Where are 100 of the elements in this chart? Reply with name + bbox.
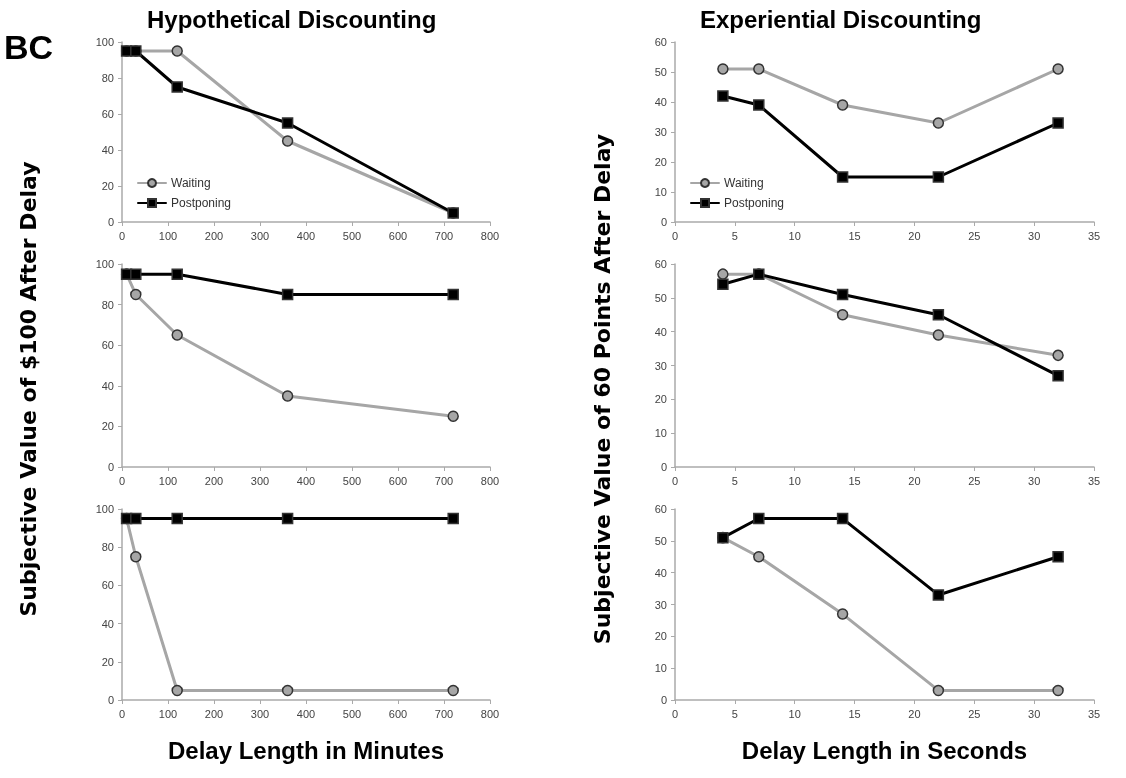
point (932, 171, 945, 183)
point (753, 63, 765, 75)
point (171, 45, 183, 57)
legend-label: Waiting (724, 176, 764, 190)
point (836, 608, 849, 620)
y-tick-label: 60 (101, 108, 114, 120)
y-tick-label: 50 (654, 66, 667, 78)
x-tick-label: 200 (204, 707, 224, 720)
point (1052, 117, 1064, 129)
x-tick-label: 100 (158, 229, 178, 242)
y-tick-label: 30 (654, 359, 667, 372)
x-tick-label: 35 (1087, 707, 1101, 720)
x-tick-label: 30 (1028, 229, 1041, 242)
point (281, 288, 294, 301)
point (932, 329, 945, 341)
point (171, 512, 183, 525)
x-tick-label: 200 (204, 474, 224, 487)
x-tick-label: 300 (250, 707, 270, 720)
point (447, 288, 459, 301)
y-tick-label: 40 (654, 96, 667, 108)
legend-label: Postponing (724, 196, 785, 210)
y-tick-label: 30 (654, 126, 667, 138)
x-tick-label: 400 (296, 474, 316, 487)
text: BC (4, 28, 54, 66)
y-tick-label: 0 (660, 461, 667, 473)
point (130, 551, 142, 563)
y-tick-label: 20 (654, 156, 667, 168)
chart-title: Hypothetical Discounting (147, 5, 437, 33)
y-tick-label: 100 (95, 503, 114, 515)
point (281, 117, 294, 129)
point (281, 684, 294, 697)
point (281, 390, 294, 402)
x-tick-label: 20 (908, 229, 921, 242)
y-tick-label: 40 (101, 617, 114, 630)
y-tick-label: 60 (101, 339, 114, 352)
x-tick-label: 25 (968, 707, 981, 720)
y-tick-label: 100 (95, 258, 114, 270)
point (932, 117, 945, 129)
point (717, 90, 729, 102)
y-tick-label: 0 (107, 216, 114, 228)
y-tick-label: 0 (660, 694, 667, 706)
x-tick-label: 25 (968, 229, 981, 242)
y-tick-label: 50 (654, 291, 667, 304)
point (753, 551, 765, 563)
point (836, 512, 849, 525)
y-tick-label: 20 (101, 420, 114, 433)
x-axis-title: Delay Length in Minutes (167, 736, 445, 764)
x-tick-label: 600 (388, 707, 408, 720)
x-tick-label: 5 (731, 707, 738, 720)
x-tick-label: 500 (342, 707, 362, 720)
x-tick-label: 15 (848, 707, 861, 720)
x-tick-label: 700 (434, 707, 454, 720)
x-axis-title: Delay Length in Seconds (741, 736, 1028, 764)
point (171, 329, 183, 341)
point (932, 589, 945, 601)
y-tick-label: 40 (101, 144, 114, 156)
y-tick-label: 30 (654, 598, 667, 611)
point (836, 309, 849, 321)
x-tick-label: 0 (118, 707, 126, 720)
y-tick-label: 60 (101, 579, 114, 592)
y-tick-label: 40 (654, 325, 667, 338)
y-tick-label: 50 (654, 534, 667, 547)
legend-label: Waiting (171, 176, 211, 190)
x-tick-label: 30 (1028, 707, 1041, 720)
point (447, 684, 459, 697)
x-tick-label: 800 (480, 707, 500, 720)
x-tick-label: 100 (158, 707, 178, 720)
x-tick-label: 0 (671, 229, 679, 242)
x-tick-label: 800 (480, 474, 500, 487)
x-tick-label: 20 (908, 707, 921, 720)
x-tick-label: 35 (1087, 229, 1101, 242)
point (717, 268, 729, 280)
x-tick-label: 500 (342, 474, 362, 487)
point (281, 135, 294, 147)
point (1052, 369, 1064, 382)
point (932, 309, 945, 321)
y-tick-label: 80 (101, 72, 114, 84)
x-tick-label: 700 (434, 474, 454, 487)
y-tick-label: 20 (101, 655, 114, 668)
point (1052, 684, 1064, 697)
point (447, 512, 459, 525)
x-tick-label: 0 (671, 474, 679, 487)
x-tick-label: 10 (788, 474, 801, 487)
y-tick-label: 20 (101, 180, 114, 192)
point (1052, 551, 1064, 563)
x-tick-label: 20 (908, 474, 921, 487)
point (836, 288, 849, 301)
y-tick-label: 10 (654, 186, 667, 198)
y-tick-label: 10 (654, 662, 667, 675)
point (130, 512, 142, 525)
y-tick-label: 40 (654, 566, 667, 579)
y-tick-label: 100 (95, 36, 114, 48)
y-tick-label: 20 (654, 630, 667, 643)
x-tick-label: 200 (204, 229, 224, 242)
x-tick-label: 300 (250, 474, 270, 487)
point (281, 512, 294, 525)
y-tick-label: 80 (101, 541, 114, 554)
y-tick-label: 0 (107, 694, 114, 706)
legend-label: Postponing (171, 196, 232, 210)
x-tick-label: 0 (118, 229, 126, 242)
